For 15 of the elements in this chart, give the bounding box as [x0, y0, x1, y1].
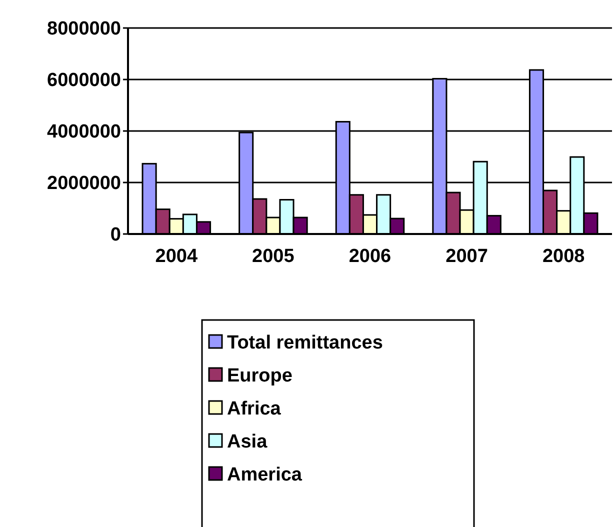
x-tick-label: 2004 [155, 246, 198, 267]
x-tick-label: 2008 [542, 246, 585, 267]
legend-label: America [227, 464, 302, 486]
y-tick-label: 4000000 [47, 122, 121, 143]
legend-label: Total remittances [227, 332, 383, 354]
x-tick-label: 2006 [348, 246, 392, 267]
y-tick-label: 6000000 [47, 70, 121, 92]
x-tick-label: 2005 [252, 246, 295, 267]
legend-label: Africa [227, 398, 282, 420]
y-tick-label: 2000000 [47, 173, 121, 194]
y-tick-label: 0 [110, 224, 121, 246]
legend-label: Europe [227, 366, 292, 387]
legend-label: Asia [227, 432, 268, 453]
x-tick-label: 2007 [446, 246, 488, 267]
y-tick-label: 8000000 [47, 18, 121, 40]
